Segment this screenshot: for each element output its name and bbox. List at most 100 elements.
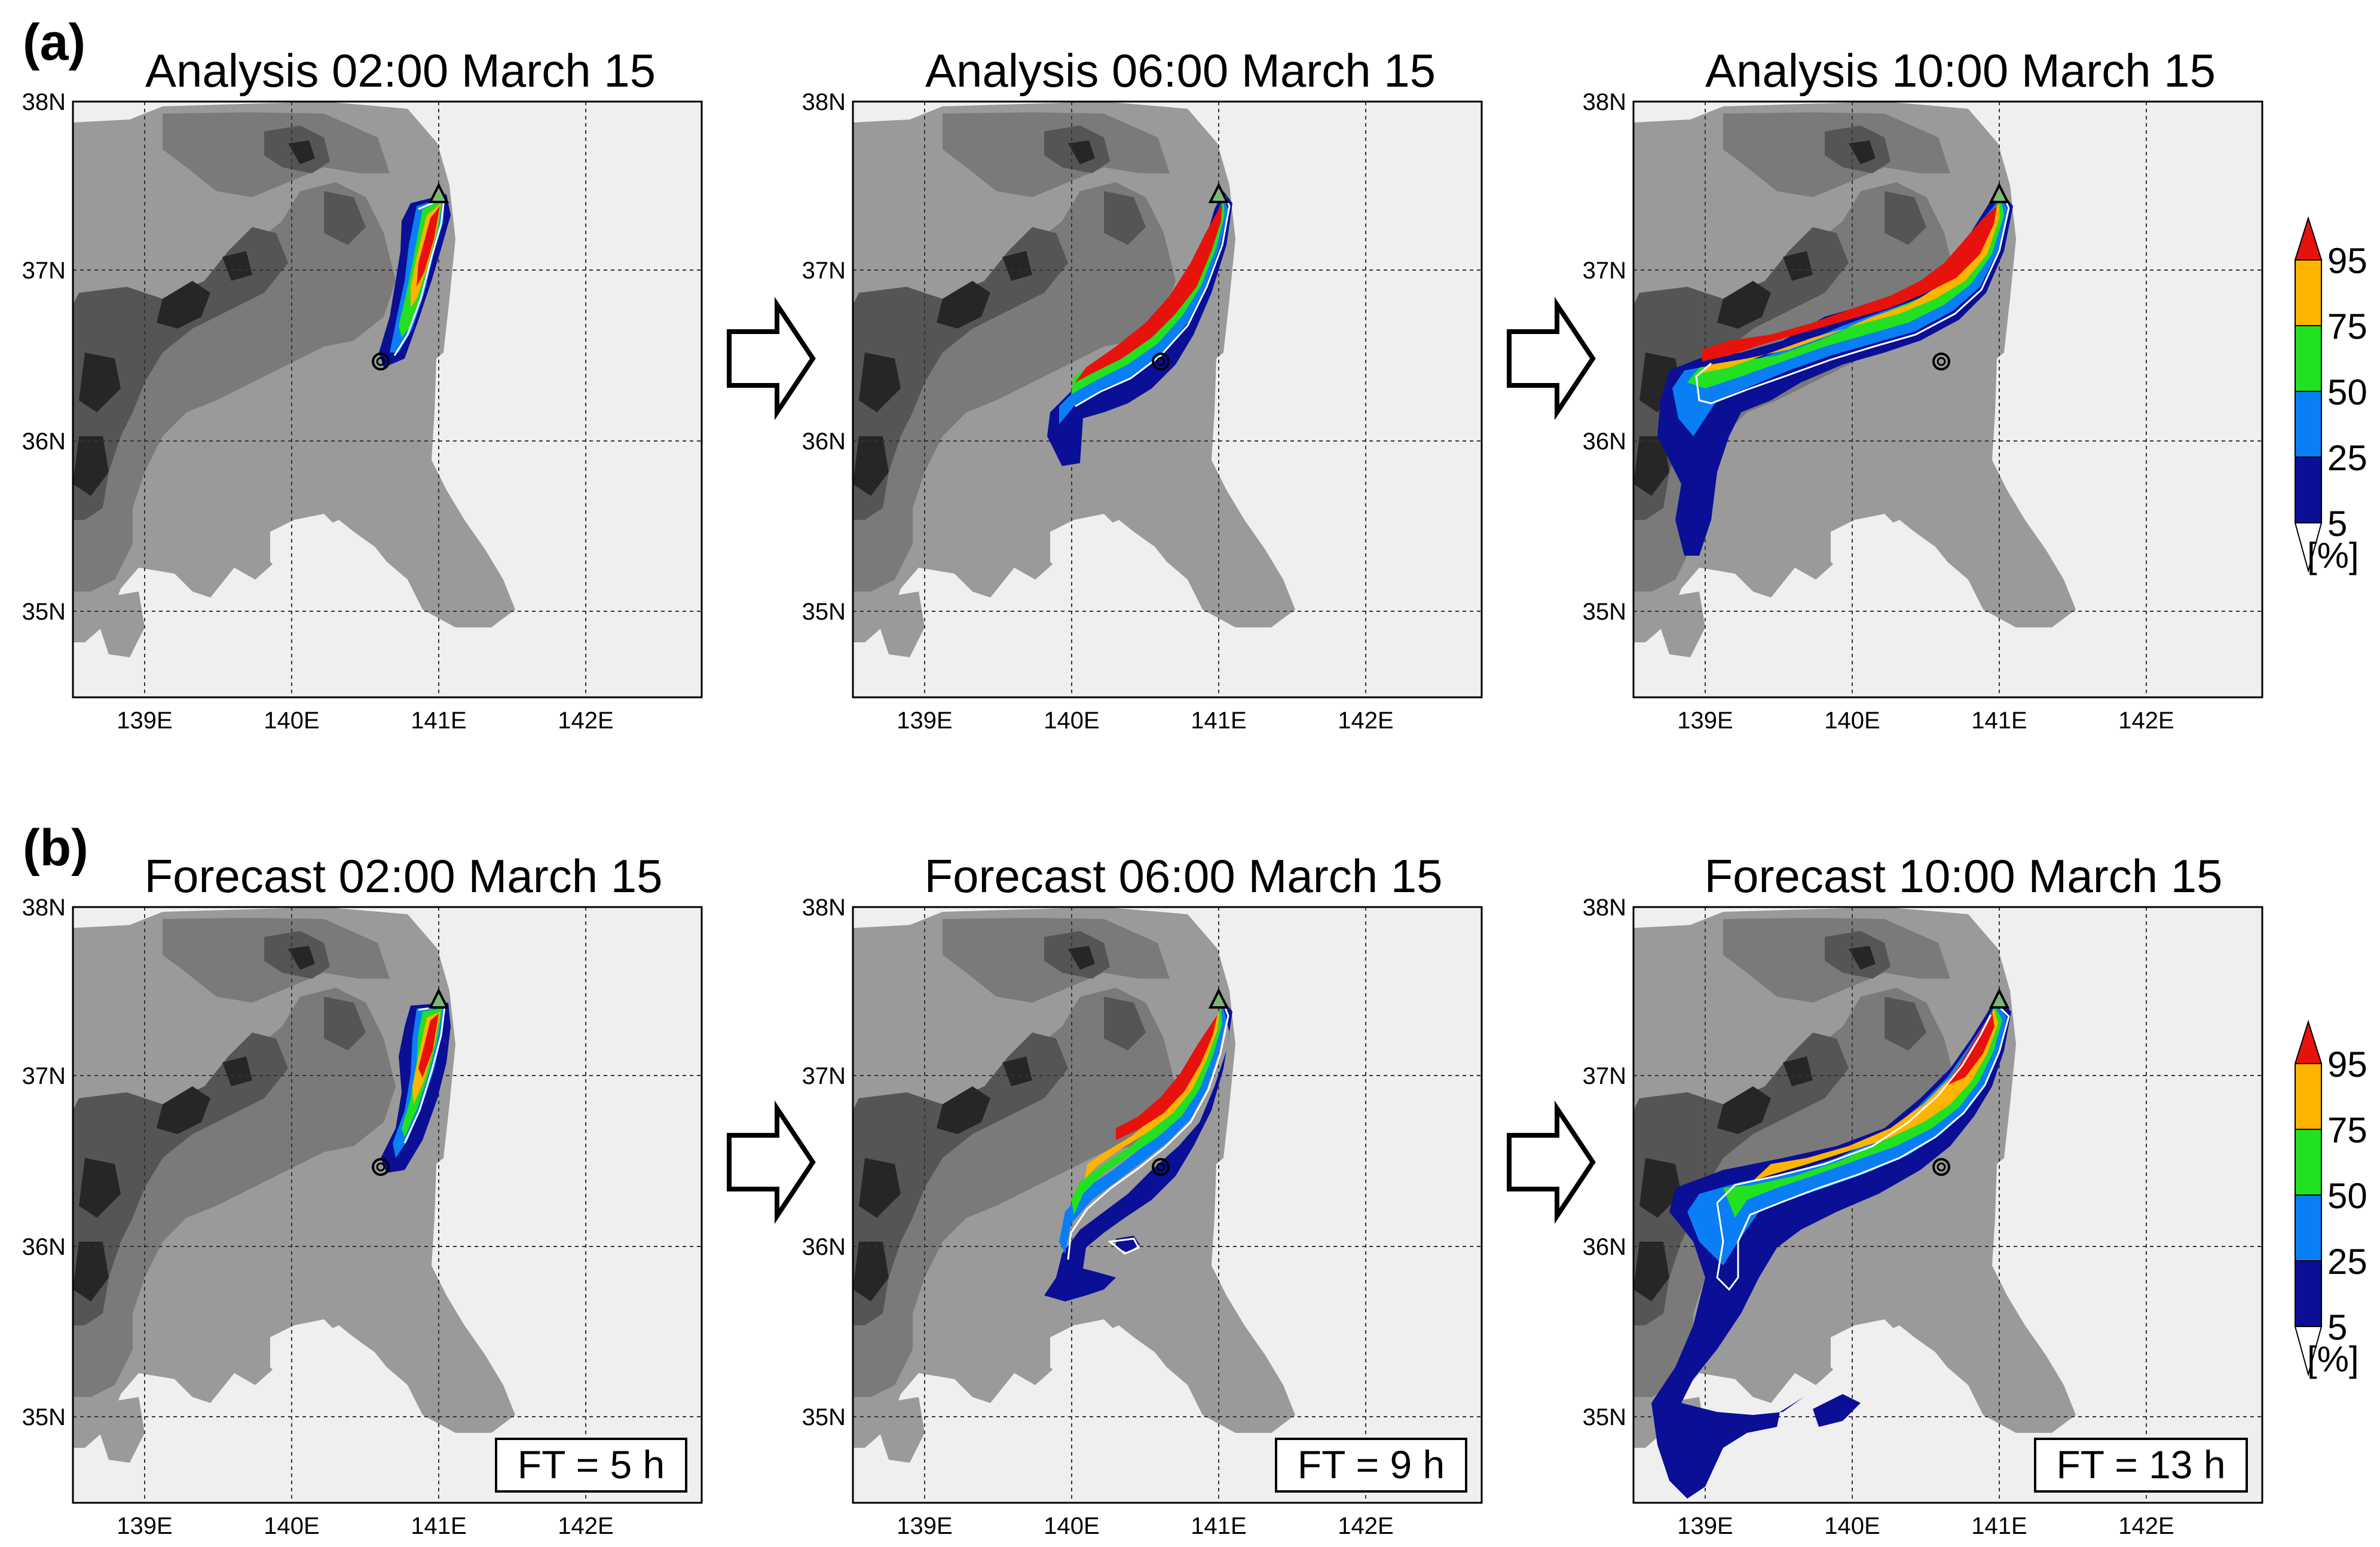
- lon-tick-label: 140E: [1824, 1513, 1880, 1539]
- colorbar-segment: [2294, 522, 2323, 573]
- colorbar-segment: [2295, 259, 2322, 326]
- forecast-time-label: FT = 13 h: [2056, 1442, 2225, 1487]
- arrow-right-icon: [1509, 1108, 1593, 1216]
- colorbar-tick-label: 50: [2327, 1176, 2367, 1216]
- lon-tick-label: 140E: [264, 707, 319, 734]
- lon-tick-label: 140E: [1044, 1513, 1099, 1539]
- lat-tick-label: 36N: [1583, 428, 1626, 455]
- colorbar-tick-label: 75: [2327, 1110, 2367, 1150]
- panel-title: Analysis 06:00 March 15: [925, 44, 1436, 97]
- lon-tick-label: 142E: [1338, 707, 1393, 734]
- lon-tick-label: 141E: [1191, 1513, 1246, 1539]
- colorbar-segment: [2294, 216, 2323, 261]
- lon-tick-label: 142E: [558, 1513, 613, 1539]
- lat-tick-label: 38N: [22, 894, 66, 921]
- lon-tick-label: 139E: [1677, 707, 1733, 734]
- lon-tick-label: 139E: [1677, 1513, 1733, 1539]
- lat-tick-label: 37N: [22, 258, 66, 284]
- lon-tick-label: 141E: [411, 707, 466, 734]
- lat-tick-label: 35N: [1583, 599, 1626, 625]
- colorbar-tick-label: 25: [2327, 438, 2367, 478]
- lon-tick-label: 139E: [897, 707, 952, 734]
- arrow-right-icon: [729, 1108, 813, 1216]
- forecast-time-box: [1275, 1438, 1467, 1493]
- colorbar-segment: [2294, 1326, 2323, 1377]
- panel-label-b: (b): [23, 819, 88, 877]
- lon-tick-label: 139E: [897, 1513, 952, 1539]
- lat-tick-label: 38N: [1583, 894, 1626, 921]
- plume-analysis-0600: [1047, 191, 1232, 466]
- colorbar-tick-label: 5: [2327, 1307, 2347, 1347]
- lon-tick-label: 141E: [1971, 707, 2027, 734]
- colorbar-tick-label: 25: [2327, 1242, 2367, 1282]
- lon-tick-label: 141E: [1971, 1513, 2027, 1539]
- panel-title: Forecast 06:00 March 15: [924, 850, 1442, 902]
- lat-tick-label: 38N: [802, 894, 846, 921]
- map-panel-forecast-0600: FT = 9 h: [853, 907, 1482, 1503]
- colorbar-segment: [2295, 1260, 2322, 1327]
- colorbar-tick-label: 50: [2327, 372, 2367, 412]
- colorbar-unit-label: [%]: [2307, 1339, 2359, 1379]
- panel-title: Forecast 02:00 March 15: [144, 850, 662, 902]
- lat-tick-label: 36N: [22, 428, 66, 455]
- lon-tick-label: 142E: [1338, 1513, 1393, 1539]
- lat-tick-label: 35N: [22, 1404, 66, 1430]
- colorbar-unit-label: [%]: [2307, 535, 2359, 575]
- lon-tick-label: 139E: [117, 707, 172, 734]
- lon-tick-label: 141E: [1191, 707, 1246, 734]
- lat-tick-label: 37N: [802, 1063, 846, 1089]
- lat-tick-label: 36N: [1583, 1234, 1626, 1260]
- colorbar-tick-label: 95: [2327, 1044, 2367, 1085]
- lat-tick-label: 35N: [802, 1404, 846, 1430]
- arrow-right-icon: [1509, 305, 1593, 412]
- colorbar-tick-label: 75: [2327, 307, 2367, 347]
- panel-title: Forecast 10:00 March 15: [1704, 850, 2222, 902]
- lon-tick-label: 140E: [1824, 707, 1880, 734]
- lat-tick-label: 38N: [1583, 89, 1626, 115]
- lat-tick-label: 36N: [802, 428, 846, 455]
- colorbar-segment: [2295, 1129, 2322, 1196]
- lat-tick-label: 35N: [1583, 1404, 1626, 1430]
- lon-tick-label: 140E: [1044, 707, 1099, 734]
- colorbar-tick-label: 5: [2327, 504, 2347, 544]
- colorbar-tick-label: 95: [2327, 241, 2367, 281]
- colorbar-segment: [2295, 391, 2322, 458]
- plume-analysis-1000: [1657, 191, 2013, 556]
- map-panel-analysis-0600: [853, 102, 1482, 697]
- arrow-right-icon: [729, 305, 813, 412]
- lon-tick-label: 139E: [117, 1513, 172, 1539]
- plume-forecast-1000: [1651, 997, 2011, 1499]
- lat-tick-label: 37N: [1583, 258, 1626, 284]
- colorbar-segment: [2295, 325, 2322, 392]
- map-panel-analysis-0200: [73, 102, 702, 697]
- forecast-time-box: [2034, 1438, 2248, 1493]
- lat-tick-label: 35N: [22, 599, 66, 625]
- lat-tick-label: 38N: [22, 89, 66, 115]
- lon-tick-label: 140E: [264, 1513, 319, 1539]
- map-panel-forecast-1000: FT = 13 h: [1633, 907, 2262, 1503]
- panel-label-a: (a): [23, 14, 85, 71]
- lon-tick-label: 142E: [558, 707, 613, 734]
- panel-title: Analysis 02:00 March 15: [145, 44, 656, 97]
- lat-tick-label: 35N: [802, 599, 846, 625]
- colorbar-segment: [2295, 1063, 2322, 1130]
- colorbar-segment: [2295, 1194, 2322, 1261]
- colorbar-segment: [2294, 1019, 2323, 1064]
- forecast-time-label: FT = 9 h: [1298, 1442, 1445, 1487]
- lat-tick-label: 36N: [802, 1234, 846, 1260]
- map-panel-forecast-0200: FT = 5 h: [73, 907, 702, 1503]
- lat-tick-label: 37N: [1583, 1063, 1626, 1089]
- lon-tick-label: 141E: [411, 1513, 466, 1539]
- panel-title: Analysis 10:00 March 15: [1705, 44, 2216, 97]
- colorbar-segment: [2295, 457, 2322, 523]
- axis-labels: 38N 37N 36N 35N 139E 140E 141E 142E 38N 37N 36N 35N…: [22, 89, 2174, 1539]
- forecast-time-label: FT = 5 h: [518, 1442, 665, 1487]
- lat-tick-label: 36N: [22, 1234, 66, 1260]
- map-panel-analysis-1000: [1633, 102, 2262, 697]
- colorbar-legend: 95 75 50 25 5[%]: [2294, 1019, 2367, 1379]
- lat-tick-label: 38N: [802, 89, 846, 115]
- lat-tick-label: 37N: [22, 1063, 66, 1089]
- lon-tick-label: 142E: [2118, 707, 2174, 734]
- lon-tick-label: 142E: [2118, 1513, 2174, 1539]
